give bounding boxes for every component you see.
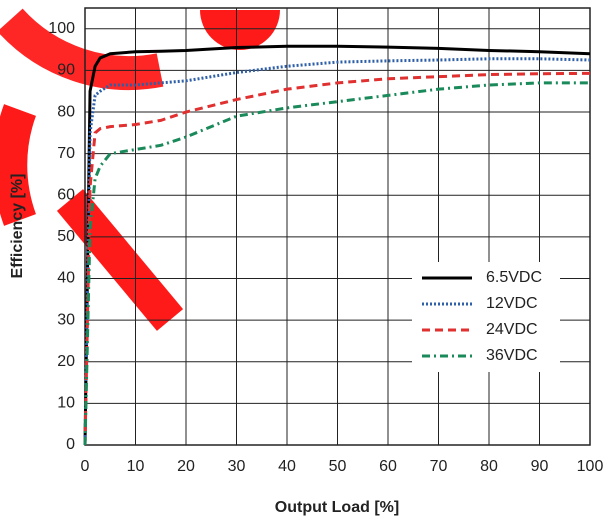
legend-label: 6.5VDC	[486, 269, 542, 286]
x-tick-label: 0	[81, 458, 90, 475]
x-tick-label: 70	[430, 458, 448, 475]
x-tick-label: 90	[531, 458, 549, 475]
data-line	[83, 81, 590, 446]
watermark	[56, 189, 184, 331]
legend-label: 12VDC	[486, 295, 538, 312]
data-line	[83, 71, 591, 446]
x-tick-label: 50	[329, 458, 347, 475]
x-tick-label: 60	[379, 458, 397, 475]
y-tick-label: 10	[57, 395, 75, 412]
y-tick-label: 30	[57, 311, 75, 328]
y-tick-label: 0	[66, 436, 75, 453]
y-tick-label: 90	[57, 62, 75, 79]
y-tick-label: 20	[57, 353, 75, 370]
x-tick-label: 80	[480, 458, 498, 475]
y-tick-label: 100	[48, 20, 75, 37]
y-tick-label: 40	[57, 270, 75, 287]
data-line	[83, 44, 591, 446]
y-tick-label: 50	[57, 228, 75, 245]
data-line	[83, 57, 591, 446]
x-axis-label: Output Load [%]	[275, 499, 399, 516]
x-tick-label: 100	[577, 458, 604, 475]
legend-label: 36VDC	[486, 347, 538, 364]
x-tick-label: 10	[127, 458, 145, 475]
legend-label: 24VDC	[486, 321, 538, 338]
x-tick-label: 20	[177, 458, 195, 475]
y-tick-label: 70	[57, 145, 75, 162]
x-tick-label: 40	[278, 458, 296, 475]
legend	[412, 262, 560, 372]
x-tick-label: 30	[228, 458, 246, 475]
watermark	[0, 8, 164, 91]
y-tick-label: 60	[57, 187, 75, 204]
watermark	[200, 10, 280, 50]
y-axis-label: Efficiency [%]	[9, 174, 26, 279]
watermark	[0, 104, 37, 226]
y-tick-label: 80	[57, 103, 75, 120]
